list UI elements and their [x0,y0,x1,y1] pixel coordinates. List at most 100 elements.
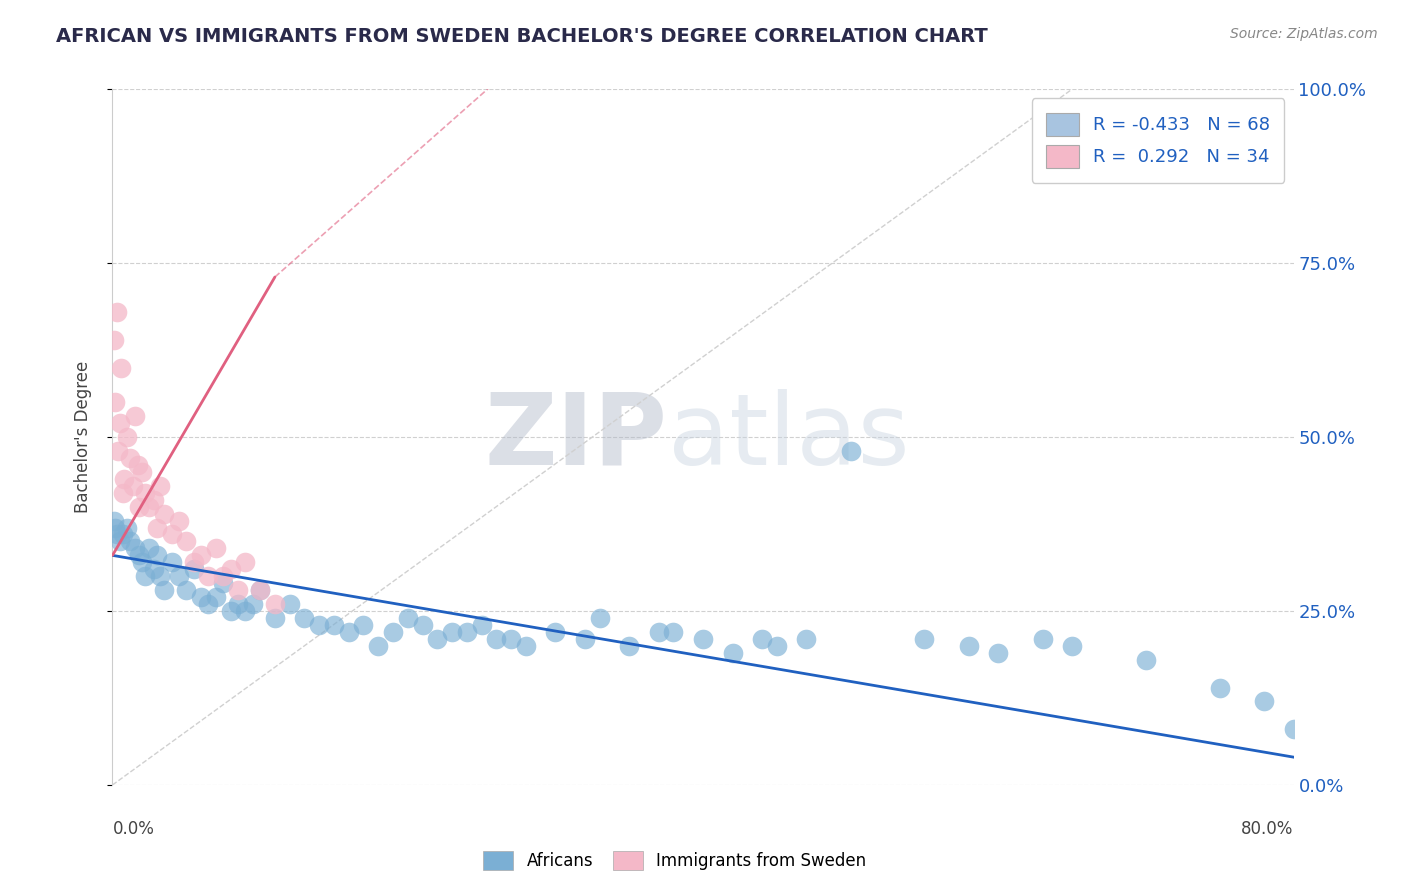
Point [104,395,127,409]
Point [128,549,150,563]
Point [308,618,330,632]
Point [212,569,235,583]
Point [190,590,212,604]
Point [108,416,131,430]
Point [233,555,256,569]
Point [441,624,464,639]
Text: Source: ZipAtlas.com: Source: ZipAtlas.com [1230,27,1378,41]
Point [149,569,172,583]
Point [426,632,449,646]
Point [134,569,156,583]
Point [470,618,494,632]
Point [264,597,287,611]
Point [122,479,145,493]
Point [120,534,142,549]
Text: ZIP: ZIP [485,389,668,485]
Point [337,624,360,639]
Point [197,597,219,611]
Point [588,611,610,625]
Point [278,597,301,611]
Point [120,450,142,465]
Point [352,618,374,632]
Point [124,541,146,556]
Point [183,555,205,569]
Legend: Africans, Immigrants from Sweden: Africans, Immigrants from Sweden [477,844,873,877]
Point [839,444,862,458]
Point [796,632,818,646]
Point [190,549,212,563]
Point [242,597,264,611]
Point [1062,639,1084,653]
Point [957,639,980,653]
Point [226,583,249,598]
Point [131,465,153,479]
Point [249,583,271,598]
Point [153,507,176,521]
Point [134,485,156,500]
Point [619,639,641,653]
Point [766,639,789,653]
Point [233,604,256,618]
Point [105,305,128,319]
Point [412,618,434,632]
Point [138,541,160,556]
Point [1282,723,1305,737]
Point [485,632,508,646]
Legend: R = -0.433   N = 68, R =  0.292   N = 34: R = -0.433 N = 68, R = 0.292 N = 34 [1032,98,1285,183]
Point [456,624,478,639]
Text: 80.0%: 80.0% [1241,820,1294,838]
Y-axis label: Bachelor's Degree: Bachelor's Degree [73,361,91,513]
Point [226,597,249,611]
Point [124,409,146,424]
Point [104,520,127,534]
Point [183,562,205,576]
Point [249,583,271,598]
Point [167,514,190,528]
Point [117,430,138,444]
Text: AFRICAN VS IMMIGRANTS FROM SWEDEN BACHELOR'S DEGREE CORRELATION CHART: AFRICAN VS IMMIGRANTS FROM SWEDEN BACHEL… [56,27,988,45]
Point [138,500,160,514]
Point [153,583,176,598]
Point [914,632,936,646]
Point [264,611,287,625]
Point [146,549,169,563]
Point [160,555,183,569]
Point [647,624,671,639]
Point [367,639,389,653]
Point [544,624,567,639]
Point [117,520,138,534]
Point [110,360,132,375]
Point [160,527,183,541]
Point [219,562,242,576]
Point [1135,653,1157,667]
Point [128,500,150,514]
Point [107,444,129,458]
Point [103,333,125,347]
Point [174,583,197,598]
Point [111,527,134,541]
Point [131,555,153,569]
Point [1253,694,1275,708]
Point [515,639,537,653]
Text: atlas: atlas [668,389,910,485]
Point [205,541,228,556]
Point [103,514,125,528]
Point [574,632,596,646]
Point [112,472,135,486]
Point [111,485,134,500]
Point [987,646,1010,660]
Point [1032,632,1054,646]
Point [142,562,165,576]
Point [167,569,190,583]
Point [146,520,169,534]
Point [323,618,346,632]
Point [105,527,128,541]
Point [692,632,714,646]
Point [382,624,405,639]
Point [205,590,228,604]
Point [292,611,315,625]
Point [212,576,235,591]
Point [721,646,744,660]
Point [142,492,165,507]
Point [662,624,685,639]
